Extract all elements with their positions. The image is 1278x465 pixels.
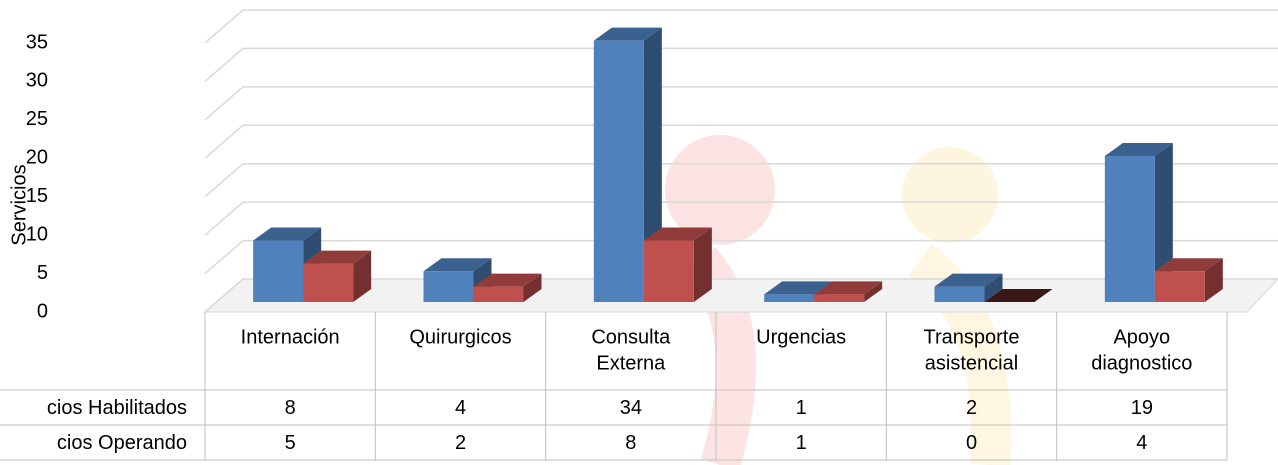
chart: Servicios 05101520253035Internación85Qui…: [0, 0, 1278, 465]
bar-front: [474, 287, 524, 302]
y-tick-label: 10: [26, 223, 48, 245]
grid-line: [205, 10, 1278, 43]
x-tick-label: Externa: [596, 352, 666, 374]
x-tick-label: diagnostico: [1091, 352, 1192, 374]
bar-front: [303, 264, 353, 302]
x-tick-label: Apoyo: [1113, 326, 1170, 348]
legend-label: cios Operando: [57, 432, 187, 454]
y-tick-label: 25: [26, 108, 48, 130]
y-tick-label: 5: [37, 262, 48, 284]
y-tick-label: 15: [26, 185, 48, 207]
table-value: 19: [1131, 397, 1153, 419]
y-tick-label: 35: [26, 31, 48, 53]
table-value: 8: [285, 397, 296, 419]
legend-entry: cios Habilitados: [0, 397, 187, 419]
bar-side: [694, 228, 712, 302]
bar-front: [644, 241, 694, 302]
bar-front: [424, 271, 474, 302]
x-tick-label: Consulta: [591, 326, 671, 348]
bar-front: [253, 241, 303, 302]
bar-front: [1105, 156, 1155, 302]
y-tick-label: 0: [37, 300, 48, 322]
x-tick-label: asistencial: [925, 352, 1018, 374]
table-value: 4: [455, 397, 466, 419]
bar-front: [764, 294, 814, 302]
bar-front: [935, 287, 985, 302]
table-value: 1: [796, 432, 807, 454]
x-tick-label: Quirurgicos: [409, 326, 511, 348]
table-value: 2: [455, 432, 466, 454]
y-tick-label: 20: [26, 147, 48, 169]
x-tick-label: Internación: [241, 326, 340, 348]
grid-line: [205, 48, 1278, 81]
x-tick-label: Transporte: [924, 326, 1020, 348]
table-value: 5: [285, 432, 296, 454]
bar-front: [814, 294, 864, 302]
grid-line: [205, 87, 1278, 120]
table-value: 4: [1136, 432, 1147, 454]
bar-front: [594, 41, 644, 302]
y-tick-label: 30: [26, 70, 48, 92]
table-value: 0: [966, 432, 977, 454]
bar: [1155, 258, 1223, 302]
bar: [303, 251, 371, 302]
table-value: 1: [796, 397, 807, 419]
table-value: 34: [620, 397, 642, 419]
legend-entry: cios Operando: [0, 432, 187, 454]
table-value: 8: [625, 432, 636, 454]
bar-front: [1155, 271, 1205, 302]
bar: [644, 228, 712, 302]
legend-label: cios Habilitados: [47, 397, 187, 419]
x-tick-label: Urgencias: [756, 326, 846, 348]
table-value: 2: [966, 397, 977, 419]
